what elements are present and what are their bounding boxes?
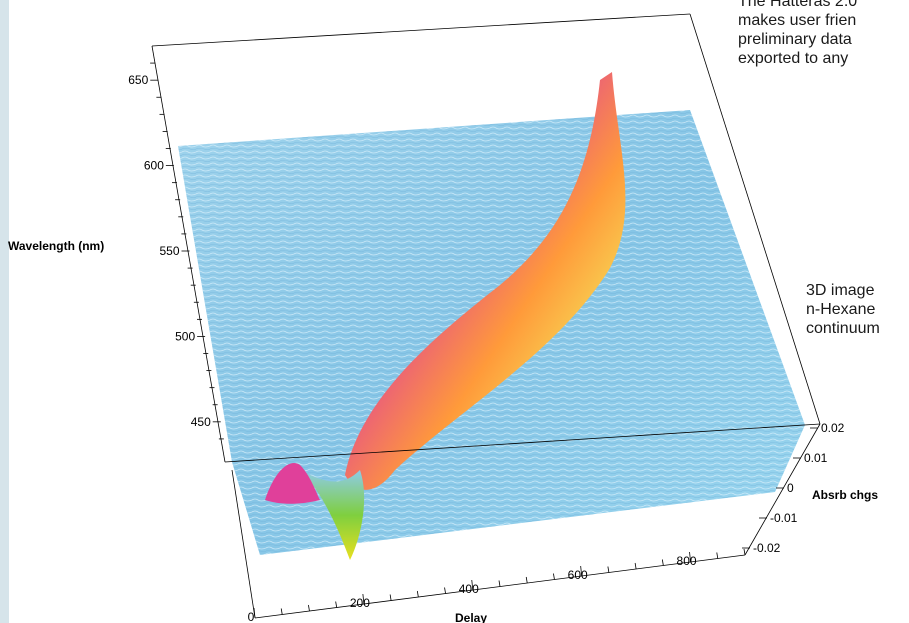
caption-line: n-Hexane (806, 301, 876, 318)
z-tick-label: -0.02 (753, 541, 781, 555)
y-tick-label: 550 (159, 244, 179, 258)
z-tick-label: 0 (787, 481, 794, 495)
z-tick-label: 0.01 (804, 451, 828, 465)
plot-box-back (151, 13, 821, 463)
z-axis-title: Absrb chgs (812, 488, 878, 502)
x-axis-tick (280, 608, 283, 615)
x-axis-delay: 0 200 400 600 800 (248, 548, 746, 623)
x-tick-label: 400 (459, 582, 479, 596)
description-line: makes user frien (738, 12, 857, 29)
x-axis-tick (253, 607, 256, 619)
x-axis-tick (416, 590, 419, 598)
caption-line: 3D image (806, 282, 875, 299)
x-axis-title: Delay (455, 611, 487, 623)
left-edge-strip (0, 0, 9, 623)
x-axis-tick (525, 576, 528, 584)
y-tick-label: 600 (144, 159, 164, 173)
description-line: The Hatteras 2.0 (738, 0, 858, 10)
y-axis-wavelength: 450 500 550 600 650 (128, 62, 224, 440)
x-axis-tick (444, 587, 446, 594)
x-axis-tick (389, 594, 392, 601)
x-axis-tick (716, 552, 719, 559)
description-line: preliminary data (738, 31, 852, 48)
early-positive-feature (265, 463, 320, 504)
x-axis-tick (743, 548, 746, 556)
description-line: exported to any (738, 50, 849, 67)
absorbance-surface (178, 72, 805, 560)
x-axis-tick (634, 562, 637, 570)
caption-line: continuum (806, 320, 880, 337)
x-axis-tick (471, 579, 474, 591)
x-axis-tick (553, 573, 555, 580)
x-tick-label: 0 (248, 610, 255, 623)
x-axis-tick (498, 580, 501, 587)
x-axis-tick (308, 604, 310, 612)
negative-dip (300, 470, 365, 560)
description-text: The Hatteras 2.0 makes user frien prelim… (738, 0, 857, 68)
x-tick-label: 600 (568, 568, 588, 582)
x-tick-label: 200 (350, 596, 370, 610)
y-tick-label: 500 (175, 329, 195, 343)
y-axis-title: Wavelength (nm) (8, 239, 104, 253)
z-tick-label: -0.01 (770, 511, 798, 525)
x-axis-tick (661, 559, 664, 566)
x-axis-tick (580, 565, 583, 577)
figure-caption: 3D image n-Hexane continuum (806, 281, 880, 338)
x-axis-tick (335, 601, 338, 608)
x-tick-label: 800 (677, 554, 697, 568)
z-tick-label: 0.02 (821, 421, 845, 435)
x-axis-tick (689, 551, 691, 563)
y-tick-label: 650 (128, 73, 148, 87)
chirped-band (345, 72, 626, 490)
x-axis-tick (362, 593, 365, 605)
x-axis-tick (607, 566, 610, 573)
y-tick-label: 450 (191, 415, 211, 429)
z-axis-absorbance: 0.02 0.01 0 -0.01 -0.02 (742, 421, 845, 555)
